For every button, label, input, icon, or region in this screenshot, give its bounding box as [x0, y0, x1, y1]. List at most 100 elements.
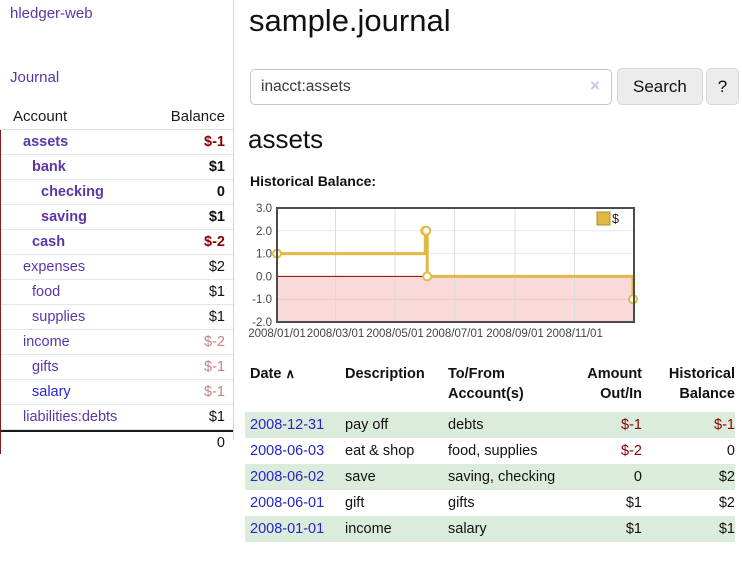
account-row: saving $1: [1, 205, 233, 230]
register-date-link[interactable]: 2008-06-02: [250, 469, 325, 485]
register-header-amount: Amount Out/In: [565, 362, 642, 412]
chart-x-tick-label: 2008/11/01: [546, 328, 603, 340]
sidebar-account-link-supplies[interactable]: supplies: [32, 309, 86, 325]
register-balance: $2: [718, 495, 735, 511]
chart-legend-swatch: [596, 211, 611, 226]
register-header-description: Description: [345, 366, 425, 382]
register-description: gift: [345, 495, 365, 511]
sort-ascending-icon: ∧: [285, 366, 295, 381]
register-amount: $1: [625, 521, 642, 537]
chart-border: [276, 207, 635, 323]
register-description: income: [345, 521, 392, 537]
sidebar-account-link-cash[interactable]: cash: [32, 234, 66, 250]
register-amount: $-2: [621, 443, 642, 459]
register-amount: $1: [625, 495, 642, 511]
sidebar-account-link-salary[interactable]: salary: [32, 384, 71, 400]
clear-search-icon[interactable]: ×: [590, 76, 600, 95]
sidebar-account-link-checking[interactable]: checking: [41, 184, 104, 200]
account-balance: $-2: [204, 234, 225, 250]
app-title-link[interactable]: hledger-web: [10, 5, 93, 22]
sidebar-account-link-gifts[interactable]: gifts: [32, 359, 59, 375]
register-date-link[interactable]: 2008-01-01: [250, 521, 325, 537]
register-header-amount-line1: Amount: [587, 366, 642, 382]
chart-x-tick-label: 2008/05/01: [366, 328, 424, 340]
register-header-accounts-line1: To/From: [448, 366, 505, 382]
help-button[interactable]: ?: [706, 68, 739, 105]
chart-y-tick-label: 2.0: [256, 226, 272, 238]
register-date-link[interactable]: 2008-06-03: [250, 443, 325, 459]
account-balance: $1: [208, 284, 225, 300]
account-heading: assets: [248, 124, 324, 154]
account-balance: $-1: [204, 359, 225, 375]
register-accounts: salary: [448, 521, 487, 537]
chart-x-tick-label: 2008/09/01: [486, 328, 544, 340]
register-header-accounts: To/From Account(s): [448, 362, 565, 412]
account-row: expenses $2: [1, 255, 233, 280]
account-balance: $-2: [204, 334, 225, 350]
search-button[interactable]: Search: [617, 68, 703, 105]
account-row: liabilities:debts $1: [1, 405, 233, 430]
sidebar: hledger-web Journal Account Balance asse…: [0, 0, 234, 454]
account-balance: $1: [208, 309, 225, 325]
account-balance: $1: [208, 159, 225, 175]
sidebar-account-link-expenses[interactable]: expenses: [23, 259, 86, 275]
chart-y-tick-label: -1.0: [252, 294, 272, 306]
chart-point-marker: [421, 225, 432, 236]
chart-point-marker: [422, 271, 433, 282]
account-row: gifts $-1: [1, 355, 233, 380]
chart-y-tick-label: 0.0: [256, 271, 272, 283]
chart-legend-label: $: [612, 212, 619, 226]
chart-y-tick-label: 1.0: [256, 249, 272, 261]
register-description: pay off: [345, 417, 389, 433]
sidebar-account-link-income[interactable]: income: [23, 334, 70, 350]
register-amount: 0: [633, 469, 642, 485]
chart-x-tick-label: 2008/01/01: [248, 328, 306, 340]
chart-x-tick-label: 2008/07/01: [426, 328, 484, 340]
accounts-header-account: Account: [13, 108, 68, 125]
register-header-date-label: Date: [250, 366, 282, 382]
register-row: 2008-06-01 gift gifts $1 $2: [245, 490, 735, 516]
register-header-balance-line1: Historical: [668, 366, 735, 382]
register-balance: 0: [726, 443, 735, 459]
register-balance: $1: [718, 521, 735, 537]
register-date-link[interactable]: 2008-12-31: [250, 417, 325, 433]
register-row: 2008-06-02 save saving, checking 0 $2: [245, 464, 735, 490]
register-header-accounts-line2: Account(s): [448, 386, 524, 402]
register-header-row: Date ∧ Description To/From Account(s) Am…: [245, 362, 735, 412]
account-balance: 0: [216, 184, 225, 200]
account-row: salary $-1: [1, 380, 233, 405]
account-row: food $1: [1, 280, 233, 305]
register-table: Date ∧ Description To/From Account(s) Am…: [245, 362, 735, 542]
register-description: eat & shop: [345, 443, 415, 459]
register-header-balance: Historical Balance: [642, 362, 735, 412]
accounts-table-body: assets $-1 bank $1 checking 0 saving $1 cash $-2 e…: [0, 130, 233, 454]
register-accounts: saving, checking: [448, 469, 556, 485]
accounts-table: Account Balance assets $-1 bank $1 checking 0…: [0, 104, 233, 454]
sidebar-account-link-saving[interactable]: saving: [41, 209, 87, 225]
sidebar-account-link-bank[interactable]: bank: [32, 159, 66, 175]
chart-y-tick-label: -2.0: [252, 317, 272, 329]
search-input[interactable]: [250, 69, 612, 105]
register-header-balance-line2: Balance: [679, 386, 735, 402]
register-header-date[interactable]: Date ∧: [245, 362, 345, 412]
sidebar-account-link-liabilities-debts[interactable]: liabilities:debts: [23, 409, 118, 425]
register-row: 2008-01-01 income salary $1 $1: [245, 516, 735, 542]
register-date-link[interactable]: 2008-06-01: [250, 495, 325, 511]
register-description: save: [345, 469, 376, 485]
account-balance: $-1: [204, 384, 225, 400]
sidebar-account-link-food[interactable]: food: [32, 284, 61, 300]
register-row: 2008-12-31 pay off debts $-1 $-1: [245, 412, 735, 438]
account-balance: $1: [208, 209, 225, 225]
sidebar-account-link-assets[interactable]: assets: [23, 134, 69, 150]
account-row: supplies $1: [1, 305, 233, 330]
accounts-table-header: Account Balance: [0, 104, 233, 130]
account-row: cash $-2: [1, 230, 233, 255]
accounts-header-balance: Balance: [170, 108, 225, 125]
register-amount: $-1: [621, 417, 642, 433]
register-accounts: food, supplies: [448, 443, 538, 459]
accounts-total-row: 0: [1, 430, 233, 454]
register-balance: $-1: [714, 417, 735, 433]
sidebar-item-journal[interactable]: Journal: [10, 69, 60, 86]
account-balance: $1: [208, 409, 225, 425]
